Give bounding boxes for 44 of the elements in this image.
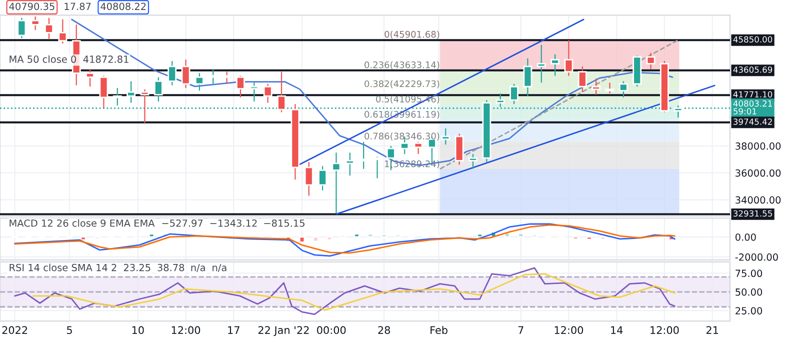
annotation: 38.78: [158, 264, 184, 272]
annotation: n/a: [212, 264, 226, 272]
ref-line-label: 39745.42: [734, 118, 772, 125]
y-tick-label: 50.00: [736, 288, 762, 296]
band-label: 0.236(43633.14): [364, 61, 440, 70]
x-tick-label: 7: [518, 326, 524, 334]
x-tick-label: 2022: [2, 326, 28, 334]
band-label: 0.786(38346.30): [364, 132, 440, 141]
annotation: 23.25: [124, 264, 150, 272]
y-tick-label: 25.00: [736, 307, 762, 314]
text: 40808.22: [100, 2, 146, 10]
annotation: MA 50 close 0 41872.81: [10, 55, 128, 63]
y-tick-label: 0.00: [736, 233, 756, 241]
text: 17.87: [64, 2, 91, 10]
ref-line-label: 41771.10: [733, 91, 772, 98]
x-tick-label: 12:00: [172, 326, 200, 334]
x-tick-label: 28: [378, 326, 390, 334]
y-tick-label: 34000.00: [736, 196, 781, 204]
x-tick-label: 22 Jan '22 00:00: [258, 326, 346, 336]
ref-line-label: 45850.00: [733, 36, 772, 43]
band-label: 0.382(42229.73): [364, 80, 440, 88]
x-tick-label: 12:00: [554, 326, 584, 334]
band-label: 0(45901.68): [384, 30, 440, 39]
annotation: n/a: [191, 264, 205, 272]
y-tick-label: 38000.00: [736, 142, 781, 150]
annotation: RSI 14 close SMA 14 2: [10, 264, 116, 272]
annotation: −527.97: [162, 219, 203, 227]
ref-line-label: 40803.21 59:01: [733, 100, 772, 114]
text: 40790.35: [9, 2, 54, 10]
x-tick-label: 17: [228, 326, 240, 334]
annotation: MACD 12 26 close 9 EMA EMA: [10, 219, 155, 227]
x-tick-label: Feb: [430, 326, 448, 334]
y-tick-label: -2000.00: [735, 253, 778, 261]
x-tick-label: 10: [132, 326, 144, 334]
annotation: −1343.12: [210, 219, 257, 227]
annotation: −815.15: [264, 219, 304, 227]
y-tick-label: 75.00: [736, 270, 762, 278]
x-tick-label: 5: [67, 326, 72, 334]
ref-line-label: 43605.69: [733, 66, 772, 73]
x-tick-label: 12:00: [650, 326, 679, 334]
x-tick-label: 14: [611, 326, 623, 334]
ref-line-label: 32931.55: [734, 210, 772, 217]
y-tick-label: 36000.00: [736, 169, 781, 177]
x-tick-label: 21: [706, 326, 718, 334]
